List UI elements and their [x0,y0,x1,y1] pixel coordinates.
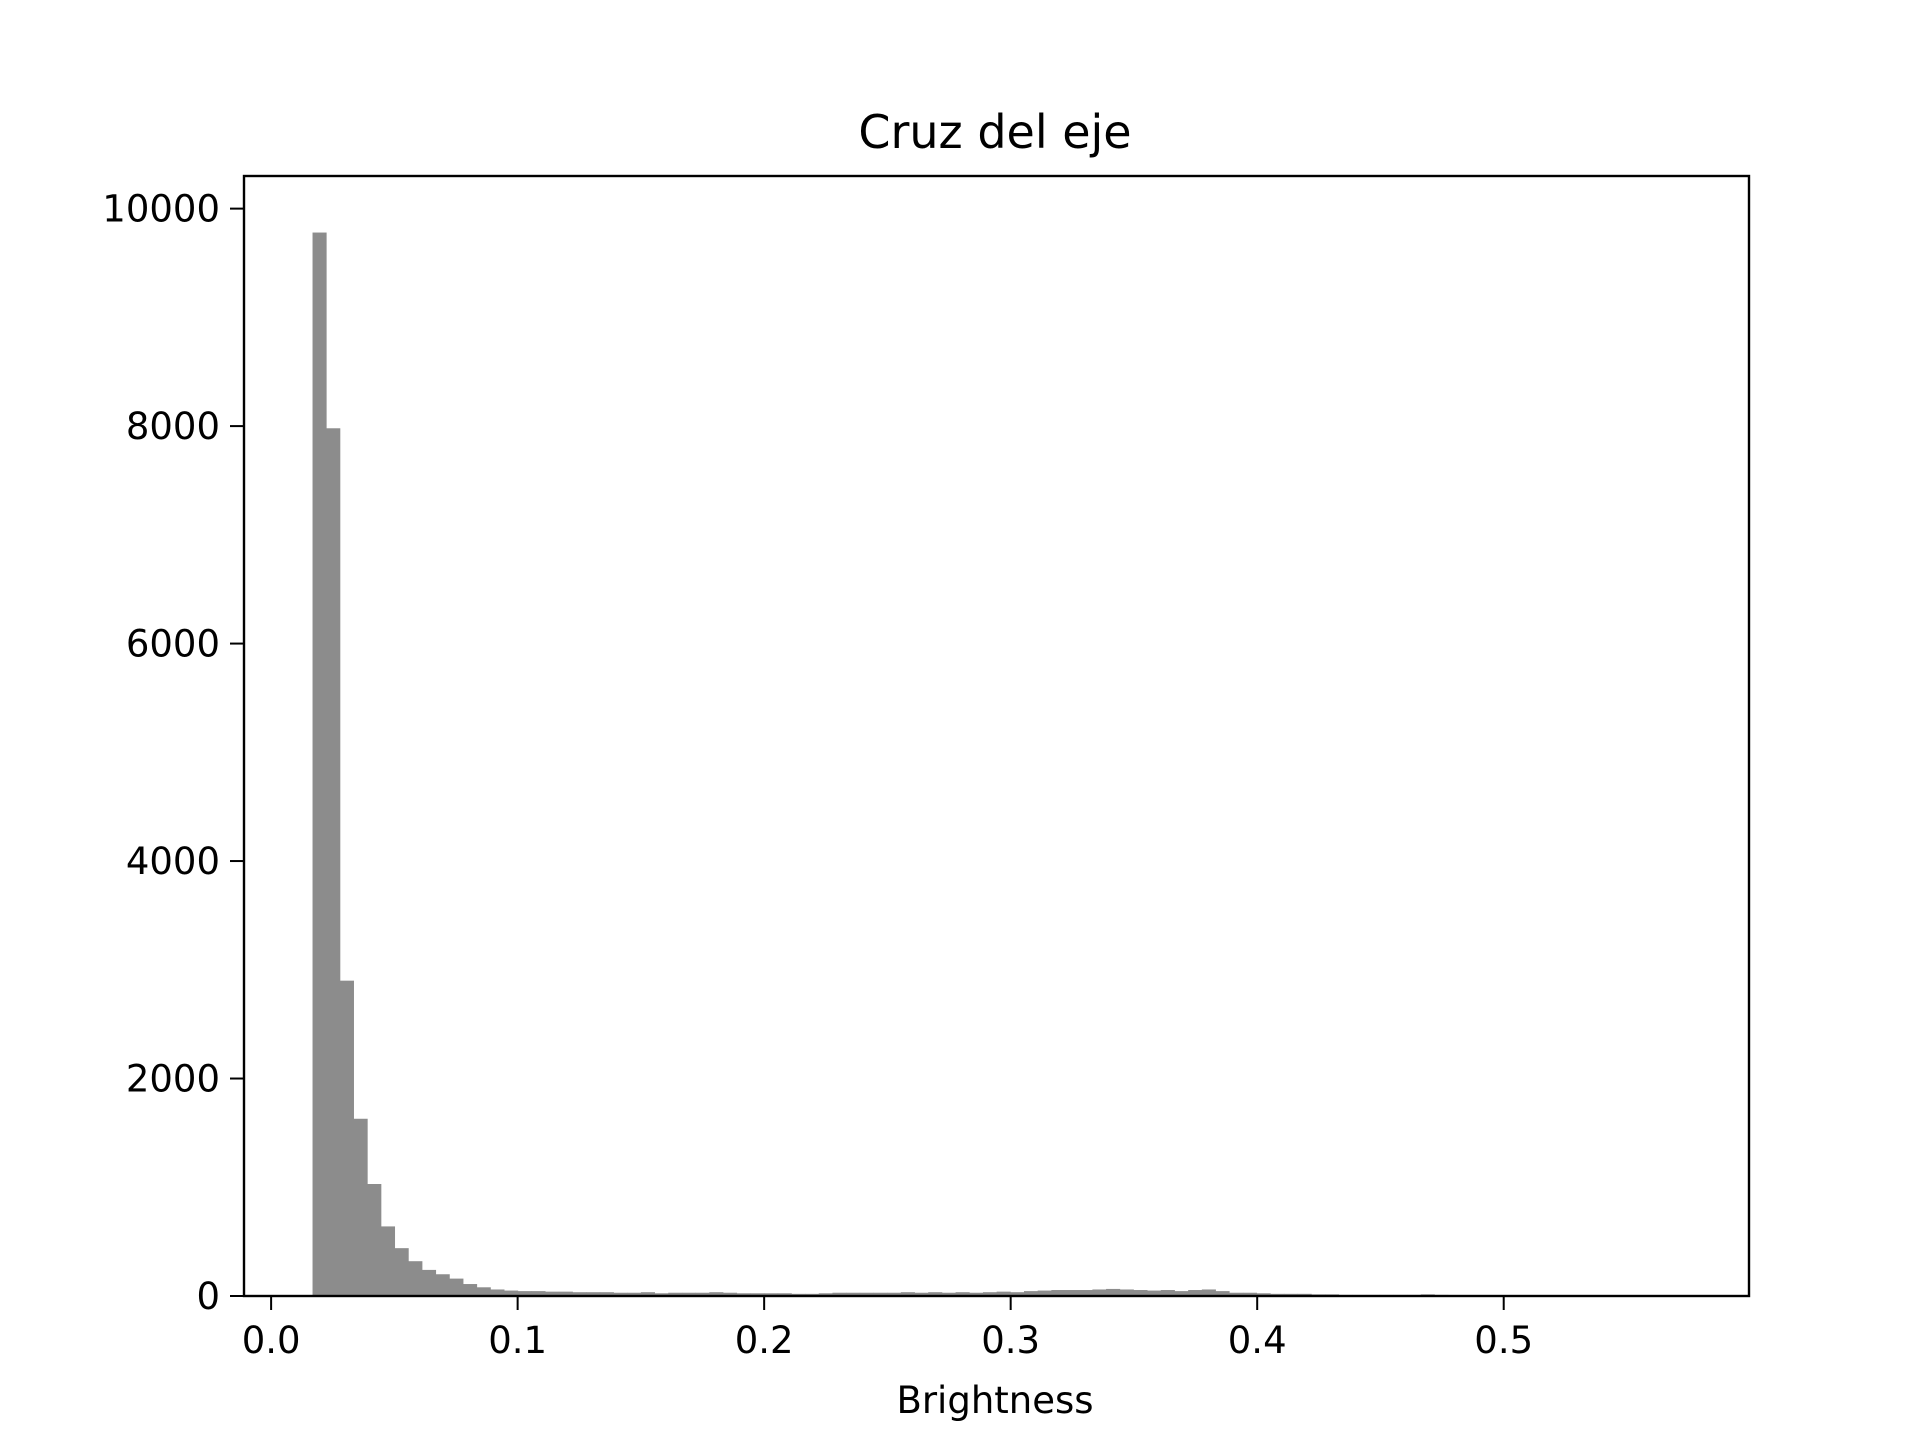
histogram-bar [1023,1291,1039,1296]
histogram-bar [1119,1289,1134,1296]
histogram-bar [1174,1291,1189,1296]
histogram-bar [367,1184,382,1296]
histogram-bar [1133,1290,1148,1296]
histogram-bar [394,1248,409,1296]
histogram-bar [846,1292,861,1296]
histogram-bar [586,1292,601,1296]
histogram-bar [709,1292,724,1296]
histogram-bar [476,1287,491,1296]
histogram-bar [627,1292,642,1296]
histogram-bar [1215,1291,1230,1296]
histogram-bar [1010,1292,1025,1296]
histogram-bar [1051,1290,1066,1296]
histogram-bar [832,1292,847,1296]
histogram-bar [599,1292,614,1296]
histogram-bars [312,232,1558,1296]
y-tick-label: 6000 [126,623,220,666]
y-tick-label: 2000 [126,1058,220,1101]
histogram-bar [421,1269,437,1296]
histogram-bar [914,1292,929,1296]
x-tick-label: 0.4 [1228,1319,1287,1362]
x-tick-label: 0.1 [488,1319,547,1362]
histogram-bar [1147,1290,1162,1296]
histogram-bar [339,980,354,1296]
histogram-bar [1092,1289,1107,1296]
histogram-bar [1242,1292,1257,1296]
histogram-bar [1188,1290,1203,1296]
histogram-bar [764,1293,779,1296]
histogram-bar [818,1293,833,1296]
histogram-bar [928,1292,943,1296]
histogram-bar [969,1292,984,1296]
histogram-bar [408,1261,423,1296]
histogram-bar [640,1292,655,1296]
x-tick-label: 0.5 [1474,1319,1533,1362]
histogram-bar [504,1290,519,1296]
histogram-bar [681,1292,697,1296]
histogram-bar [873,1292,888,1296]
histogram-bar [312,232,327,1296]
histogram-bar [326,428,341,1296]
histogram-bar [750,1293,765,1296]
histogram-bar [463,1284,478,1296]
histogram-bar [558,1291,573,1296]
histogram-bar [1201,1289,1216,1296]
histogram-bar [353,1118,368,1296]
histogram-bar [1037,1290,1052,1296]
histogram-bar [517,1291,532,1296]
plot-area [244,176,1749,1296]
histogram-bar [777,1293,792,1296]
y-tick-label: 4000 [126,840,220,883]
histogram-bar [613,1292,628,1296]
histogram-bar [1078,1290,1093,1296]
histogram-bar [531,1291,546,1296]
histogram-bar [435,1274,450,1296]
histogram-bar [695,1292,710,1296]
histogram-bar [722,1292,738,1296]
chart-title: Cruz del eje [858,105,1131,159]
x-axis-ticks: 0.0 0.1 0.2 0.3 0.4 0.5 [242,1296,1533,1362]
histogram-bar [572,1292,587,1296]
histogram-bar [1229,1292,1244,1296]
histogram-bar [900,1292,915,1296]
histogram-bar [668,1292,683,1296]
histogram-bar [859,1292,874,1296]
histogram-bar [449,1278,464,1296]
x-tick-label: 0.0 [242,1319,301,1362]
histogram-bar [1106,1288,1121,1296]
histogram-bar [380,1226,396,1296]
histogram-bar [1256,1293,1271,1296]
histogram-bar [982,1292,998,1296]
x-tick-label: 0.3 [981,1319,1040,1362]
histogram-bar [955,1292,970,1296]
y-tick-label: 10000 [102,188,220,231]
y-tick-label: 0 [196,1275,220,1318]
histogram-bar [887,1292,902,1296]
histogram-bar [941,1292,956,1296]
histogram-bar [654,1293,669,1296]
histogram-bar [1160,1290,1175,1296]
plot-frame [242,174,1751,1298]
histogram-bar [736,1293,751,1296]
y-axis-ticks: 0 2000 4000 6000 8000 10000 [102,188,244,1318]
histogram-bar [490,1289,505,1296]
histogram-bar [545,1291,560,1296]
x-axis-label: Brightness [896,1379,1093,1422]
x-tick-label: 0.2 [735,1319,794,1362]
histogram-bar [996,1291,1011,1296]
y-tick-label: 8000 [126,405,220,448]
histogram-bar [1065,1290,1080,1296]
